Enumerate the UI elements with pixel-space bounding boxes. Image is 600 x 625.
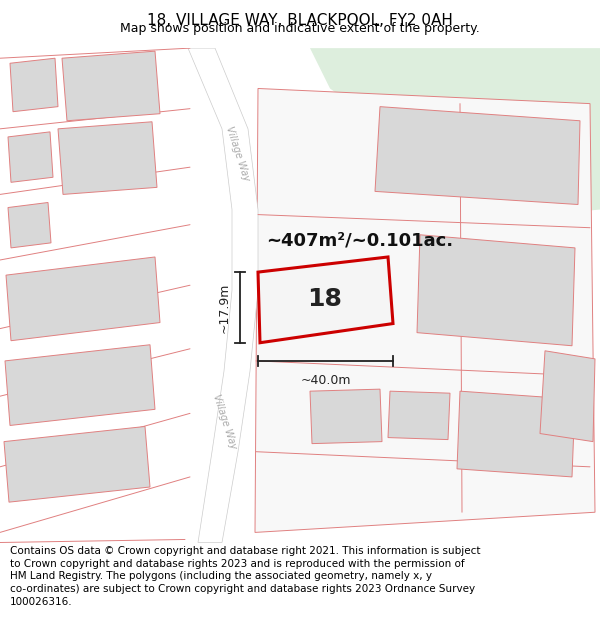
Polygon shape (388, 391, 450, 439)
Text: ~40.0m: ~40.0m (300, 374, 351, 387)
Text: Map shows position and indicative extent of the property.: Map shows position and indicative extent… (120, 22, 480, 34)
Text: 18: 18 (307, 287, 342, 311)
Polygon shape (188, 48, 258, 542)
Polygon shape (258, 257, 393, 343)
Polygon shape (58, 122, 157, 194)
Polygon shape (375, 107, 580, 204)
Polygon shape (62, 51, 160, 121)
Polygon shape (6, 257, 160, 341)
Polygon shape (8, 132, 53, 182)
Polygon shape (5, 345, 155, 426)
Polygon shape (310, 48, 600, 219)
Polygon shape (255, 89, 595, 532)
Polygon shape (310, 389, 382, 444)
Text: Village Way: Village Way (211, 392, 239, 450)
Polygon shape (310, 285, 372, 331)
Polygon shape (457, 391, 575, 477)
Polygon shape (10, 58, 58, 112)
Polygon shape (8, 202, 51, 248)
Text: 18, VILLAGE WAY, BLACKPOOL, FY2 0AH: 18, VILLAGE WAY, BLACKPOOL, FY2 0AH (147, 14, 453, 29)
Text: Village Way: Village Way (224, 126, 251, 182)
Polygon shape (540, 351, 595, 442)
Text: ~407m²/~0.101ac.: ~407m²/~0.101ac. (266, 232, 454, 250)
Text: ~17.9m: ~17.9m (218, 282, 231, 332)
Text: Contains OS data © Crown copyright and database right 2021. This information is : Contains OS data © Crown copyright and d… (10, 546, 480, 607)
Polygon shape (417, 235, 575, 346)
Polygon shape (4, 426, 150, 502)
